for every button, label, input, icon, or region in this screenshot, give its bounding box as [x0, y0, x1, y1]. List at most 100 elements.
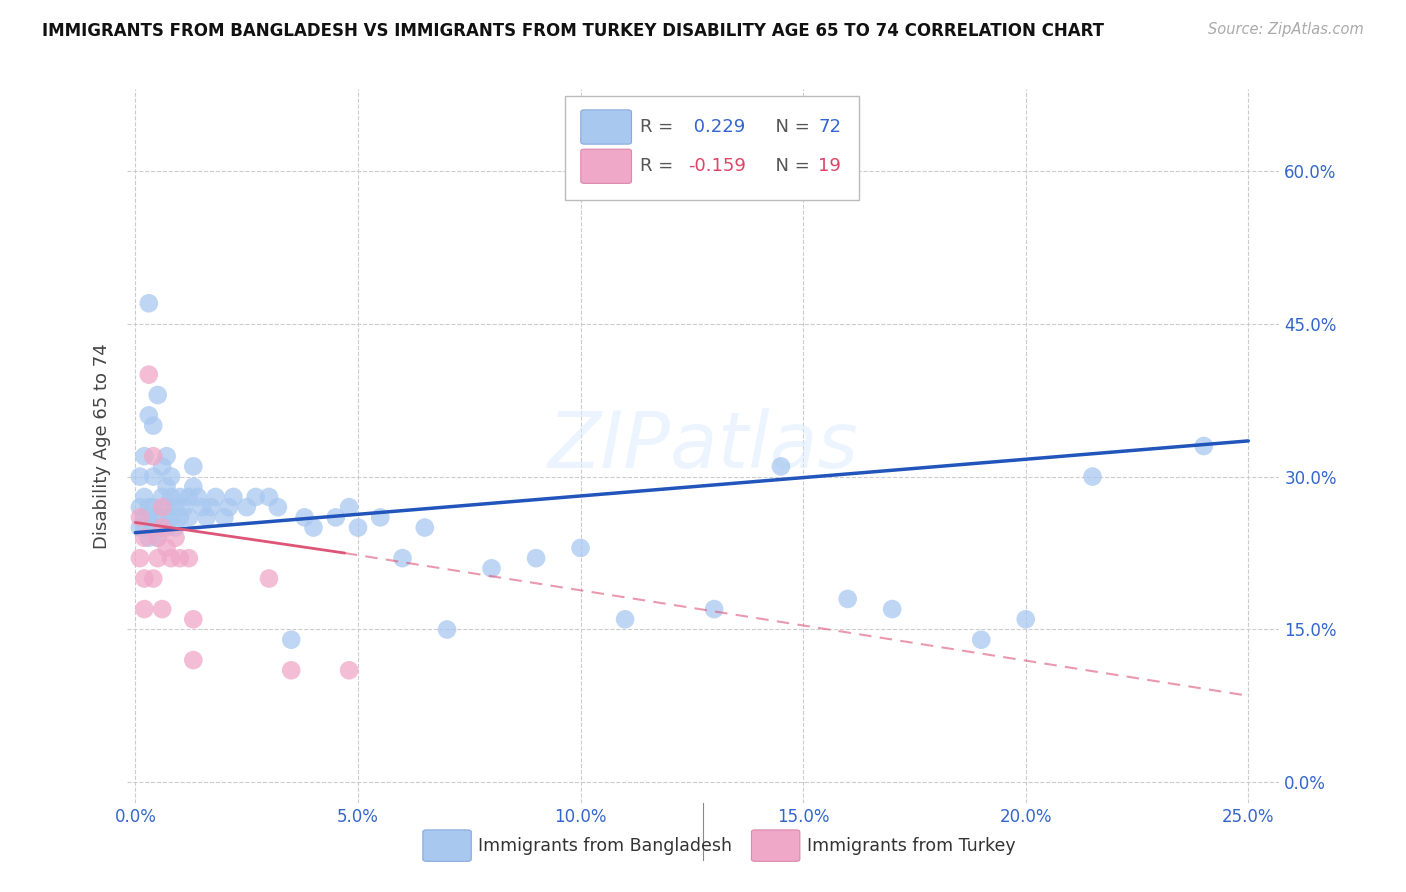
Point: [160, 510, 183, 524]
Point: [235, 500, 257, 515]
Point: [128, 469, 150, 483]
Text: R =: R =: [640, 157, 679, 175]
Text: Immigrants from Turkey: Immigrants from Turkey: [807, 837, 1015, 855]
Point: [146, 531, 169, 545]
FancyBboxPatch shape: [565, 96, 859, 200]
Point: [146, 388, 169, 402]
Point: [280, 632, 302, 647]
Point: [134, 490, 156, 504]
Point: [569, 541, 592, 555]
Point: [1015, 612, 1038, 626]
Point: [138, 510, 160, 524]
Point: [128, 551, 150, 566]
Point: [155, 520, 177, 534]
Point: [181, 480, 204, 494]
Point: [155, 480, 177, 494]
Point: [128, 510, 150, 524]
Point: [160, 469, 183, 483]
Point: [882, 602, 904, 616]
Point: [481, 561, 503, 575]
Point: [134, 510, 156, 524]
Point: [150, 459, 173, 474]
Point: [368, 510, 391, 524]
Point: [204, 490, 226, 504]
Point: [191, 500, 214, 515]
Text: -0.159: -0.159: [688, 157, 747, 175]
Text: Source: ZipAtlas.com: Source: ZipAtlas.com: [1208, 22, 1364, 37]
Point: [1192, 439, 1215, 453]
Text: N =: N =: [763, 118, 815, 136]
Point: [138, 296, 160, 310]
Point: [142, 520, 165, 534]
Point: [146, 510, 169, 524]
Point: [150, 510, 173, 524]
Text: 72: 72: [818, 118, 841, 136]
Point: [280, 663, 302, 677]
Point: [150, 602, 173, 616]
Point: [214, 510, 236, 524]
Point: [128, 500, 150, 515]
FancyBboxPatch shape: [581, 110, 631, 145]
Point: [347, 520, 370, 534]
Text: N =: N =: [763, 157, 815, 175]
Point: [267, 500, 290, 515]
Point: [769, 144, 792, 158]
Point: [142, 500, 165, 515]
Point: [337, 500, 360, 515]
Point: [302, 520, 325, 534]
Point: [524, 551, 547, 566]
Point: [177, 490, 200, 504]
Point: [436, 623, 458, 637]
Point: [150, 490, 173, 504]
Point: [150, 520, 173, 534]
Text: Immigrants from Bangladesh: Immigrants from Bangladesh: [478, 837, 733, 855]
FancyBboxPatch shape: [581, 149, 631, 184]
Point: [134, 531, 156, 545]
Point: [222, 490, 245, 504]
Point: [160, 551, 183, 566]
Point: [134, 449, 156, 463]
Point: [138, 368, 160, 382]
Text: R =: R =: [640, 118, 679, 136]
Point: [257, 572, 280, 586]
Point: [769, 459, 792, 474]
Point: [177, 551, 200, 566]
Point: [218, 500, 240, 515]
Point: [187, 490, 209, 504]
Point: [138, 500, 160, 515]
Point: [138, 531, 160, 545]
Point: [294, 510, 316, 524]
Point: [146, 551, 169, 566]
Point: [837, 591, 859, 606]
Point: [128, 520, 150, 534]
Text: 0.229: 0.229: [688, 118, 745, 136]
Point: [245, 490, 267, 504]
Text: IMMIGRANTS FROM BANGLADESH VS IMMIGRANTS FROM TURKEY DISABILITY AGE 65 TO 74 COR: IMMIGRANTS FROM BANGLADESH VS IMMIGRANTS…: [42, 22, 1104, 40]
Point: [970, 632, 993, 647]
Point: [160, 490, 183, 504]
FancyBboxPatch shape: [751, 830, 800, 862]
Point: [138, 409, 160, 423]
Point: [142, 469, 165, 483]
Point: [146, 531, 169, 545]
Point: [155, 449, 177, 463]
Y-axis label: Disability Age 65 to 74: Disability Age 65 to 74: [93, 343, 111, 549]
Point: [614, 612, 637, 626]
Point: [165, 520, 187, 534]
Point: [169, 490, 191, 504]
FancyBboxPatch shape: [423, 830, 471, 862]
Point: [155, 500, 177, 515]
Point: [142, 572, 165, 586]
Point: [150, 520, 173, 534]
Point: [169, 551, 191, 566]
Point: [165, 531, 187, 545]
Point: [181, 612, 204, 626]
Point: [169, 510, 191, 524]
Point: [325, 510, 347, 524]
Point: [195, 510, 218, 524]
Point: [200, 500, 222, 515]
Point: [173, 500, 195, 515]
Text: 19: 19: [818, 157, 841, 175]
Point: [181, 653, 204, 667]
Point: [165, 500, 187, 515]
